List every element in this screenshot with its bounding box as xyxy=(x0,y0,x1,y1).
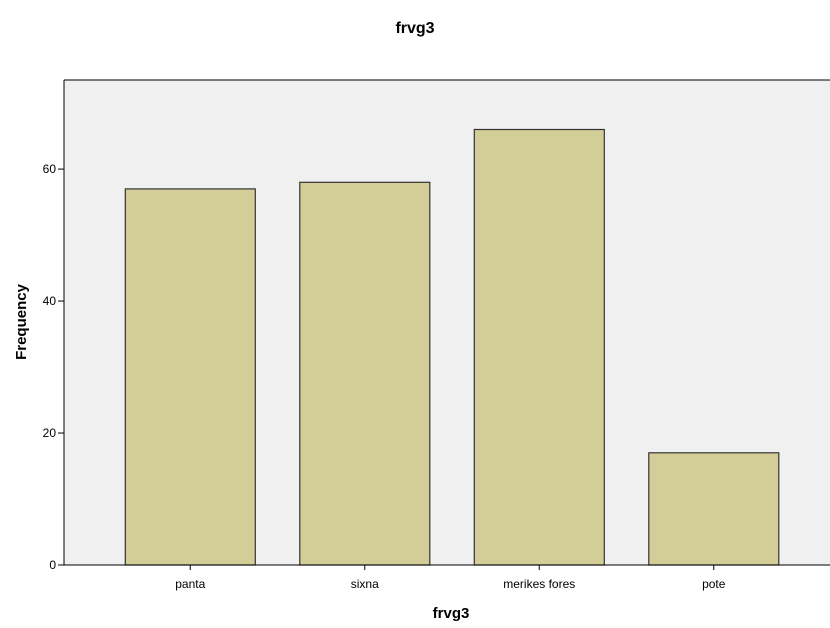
y-tick-label: 60 xyxy=(43,162,57,176)
bars-group xyxy=(124,128,780,566)
x-tick-label: sixna xyxy=(351,577,379,591)
bar-pote xyxy=(648,452,780,566)
x-axis-title: frvg3 xyxy=(433,605,470,622)
chart-title: frvg3 xyxy=(395,20,434,37)
x-axis-ticks: panta sixna merikes fores pote xyxy=(175,565,726,591)
x-tick-label: merikes fores xyxy=(503,577,575,591)
x-tick-label: pote xyxy=(702,577,726,591)
bar-merikes-fores xyxy=(473,128,605,566)
y-axis-ticks: 0 20 40 60 xyxy=(43,162,64,572)
y-tick-label: 0 xyxy=(49,558,56,572)
y-axis-title: Frequency xyxy=(13,283,30,360)
y-tick-label: 40 xyxy=(43,294,57,308)
bar-panta xyxy=(124,188,256,566)
bar-sixna xyxy=(299,181,431,566)
x-tick-label: panta xyxy=(175,577,205,591)
y-tick-label: 20 xyxy=(43,426,57,440)
